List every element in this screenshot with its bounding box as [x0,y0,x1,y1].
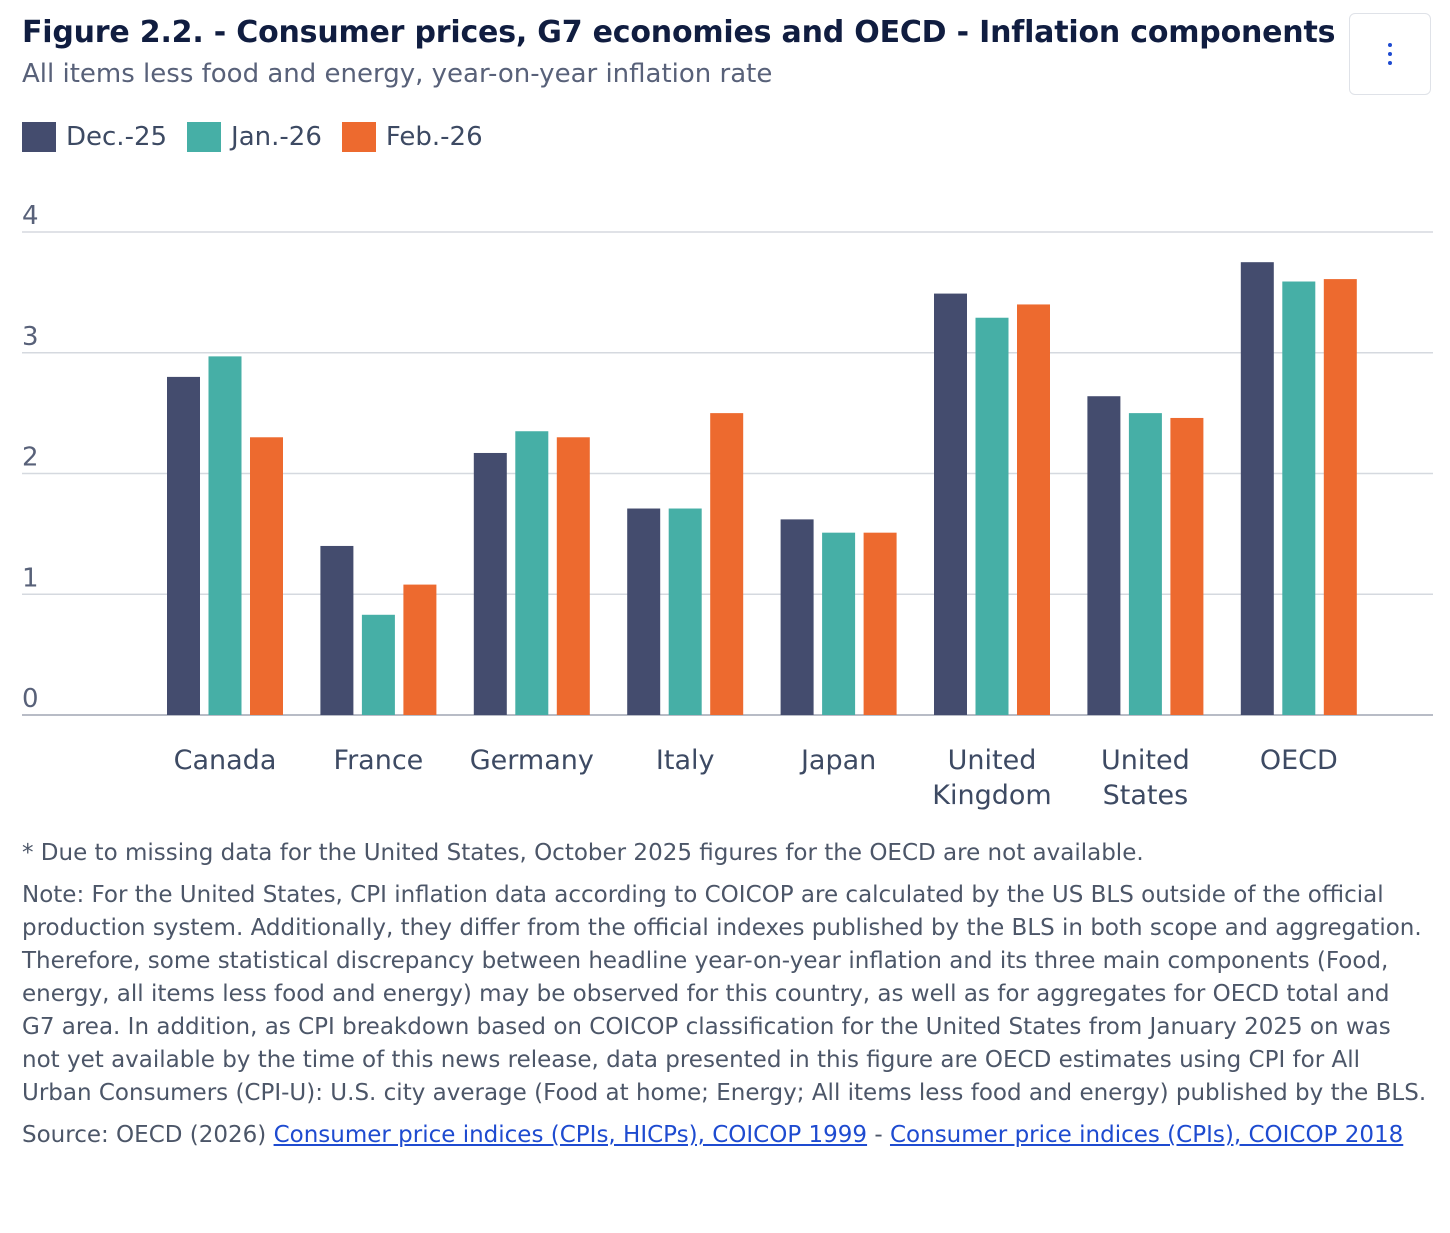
bar[interactable]: Feb.-26: 2.5 [710,413,744,715]
y-tick-label: 3 [22,322,39,352]
chart-legend: Dec.-25 Jan.-26 Feb.-26 [22,122,503,152]
legend-item-dec[interactable]: Dec.-25 [22,122,167,152]
bar[interactable]: Dec.-25: 1.4 [320,545,354,715]
chart-subtitle: All items less food and energy, year-on-… [22,59,773,89]
chart-header: Figure 2.2. - Consumer prices, G7 econom… [22,12,1336,92]
source-link-coicop-1999[interactable]: Consumer price indices (CPIs, HICPs), CO… [273,1122,868,1148]
bar[interactable]: Jan.-26: 3.29 [975,317,1009,715]
x-tick-label: Italy [656,745,715,776]
chart-footnotes: * Due to missing data for the United Sta… [22,837,1427,1161]
y-tick-label: 0 [22,684,39,714]
bar[interactable]: Jan.-26: 1.51 [822,532,856,715]
bar[interactable]: Dec.-25: 3.75 [1240,262,1274,715]
x-tick-label: States [1103,780,1189,811]
legend-label-feb: Feb.-26 [385,122,483,152]
bar[interactable]: Jan.-26: 0.83 [361,614,395,715]
bar[interactable]: Jan.-26: 2.5 [1128,413,1162,715]
bar[interactable]: Dec.-25: 2.64 [1087,396,1121,715]
x-tick-label: OECD [1260,745,1338,776]
legend-swatch-jan [187,122,222,152]
y-tick-label: 4 [22,201,39,231]
bar[interactable]: Dec.-25: 2.8 [167,376,200,715]
legend-label-jan: Jan.-26 [231,122,322,152]
bar[interactable]: Feb.-26: 1.51 [863,532,897,715]
bar[interactable]: Feb.-26: 2.3 [556,437,590,715]
missing-data-note: * Due to missing data for the United Sta… [22,840,1144,866]
source-link-coicop-2018[interactable]: Consumer price indices (CPIs), COICOP 20… [889,1122,1404,1148]
vertical-ellipsis-icon [1388,43,1392,65]
bar[interactable]: Feb.-26: 2.46 [1170,417,1204,715]
chart-title: Figure 2.2. - Consumer prices, G7 econom… [22,15,1336,50]
x-tick-label: Japan [799,745,876,776]
x-tick-label: France [334,745,424,776]
bar[interactable]: Dec.-25: 3.49 [934,293,967,715]
methodology-note: Note: For the United States, CPI inflati… [22,882,1427,1106]
legend-item-jan[interactable]: Jan.-26 [187,122,322,152]
legend-item-feb[interactable]: Feb.-26 [341,122,483,152]
bar[interactable]: Feb.-26: 3.61 [1323,279,1357,715]
bar[interactable]: Dec.-25: 1.71 [627,508,661,715]
source-line: Source: OECD (2026) Consumer price indic… [22,1119,1427,1152]
bar[interactable]: Feb.-26: 3.4 [1017,304,1050,715]
legend-label-dec: Dec.-25 [66,122,168,152]
chart-menu-button[interactable] [1349,13,1431,95]
bar[interactable]: Dec.-25: 2.17 [473,452,507,715]
bar[interactable]: Jan.-26: 2.35 [515,431,549,715]
x-tick-label: Canada [174,745,277,776]
legend-swatch-dec [22,122,56,152]
bar[interactable]: Feb.-26: 1.08 [403,584,437,715]
x-tick-label: Kingdom [932,780,1051,811]
bar[interactable]: Dec.-25: 1.62 [780,519,814,715]
bar[interactable]: Jan.-26: 3.59 [1282,281,1316,715]
source-prefix: Source: OECD (2026) [22,1122,274,1148]
y-tick-label: 1 [22,563,39,593]
x-tick-label: Germany [470,745,594,776]
source-separator: - [867,1122,890,1148]
y-tick-label: 2 [22,443,39,473]
x-tick-label: United [1101,745,1190,776]
legend-swatch-feb [341,122,376,152]
bar[interactable]: Feb.-26: 2.3 [250,437,283,715]
bar[interactable]: Jan.-26: 1.71 [668,508,702,715]
bar-chart: 01234Dec.-25: 2.8Jan.-26: 2.97Feb.-26: 2… [22,201,1433,811]
bar[interactable]: Jan.-26: 2.97 [208,356,242,715]
x-tick-label: United [948,745,1037,776]
